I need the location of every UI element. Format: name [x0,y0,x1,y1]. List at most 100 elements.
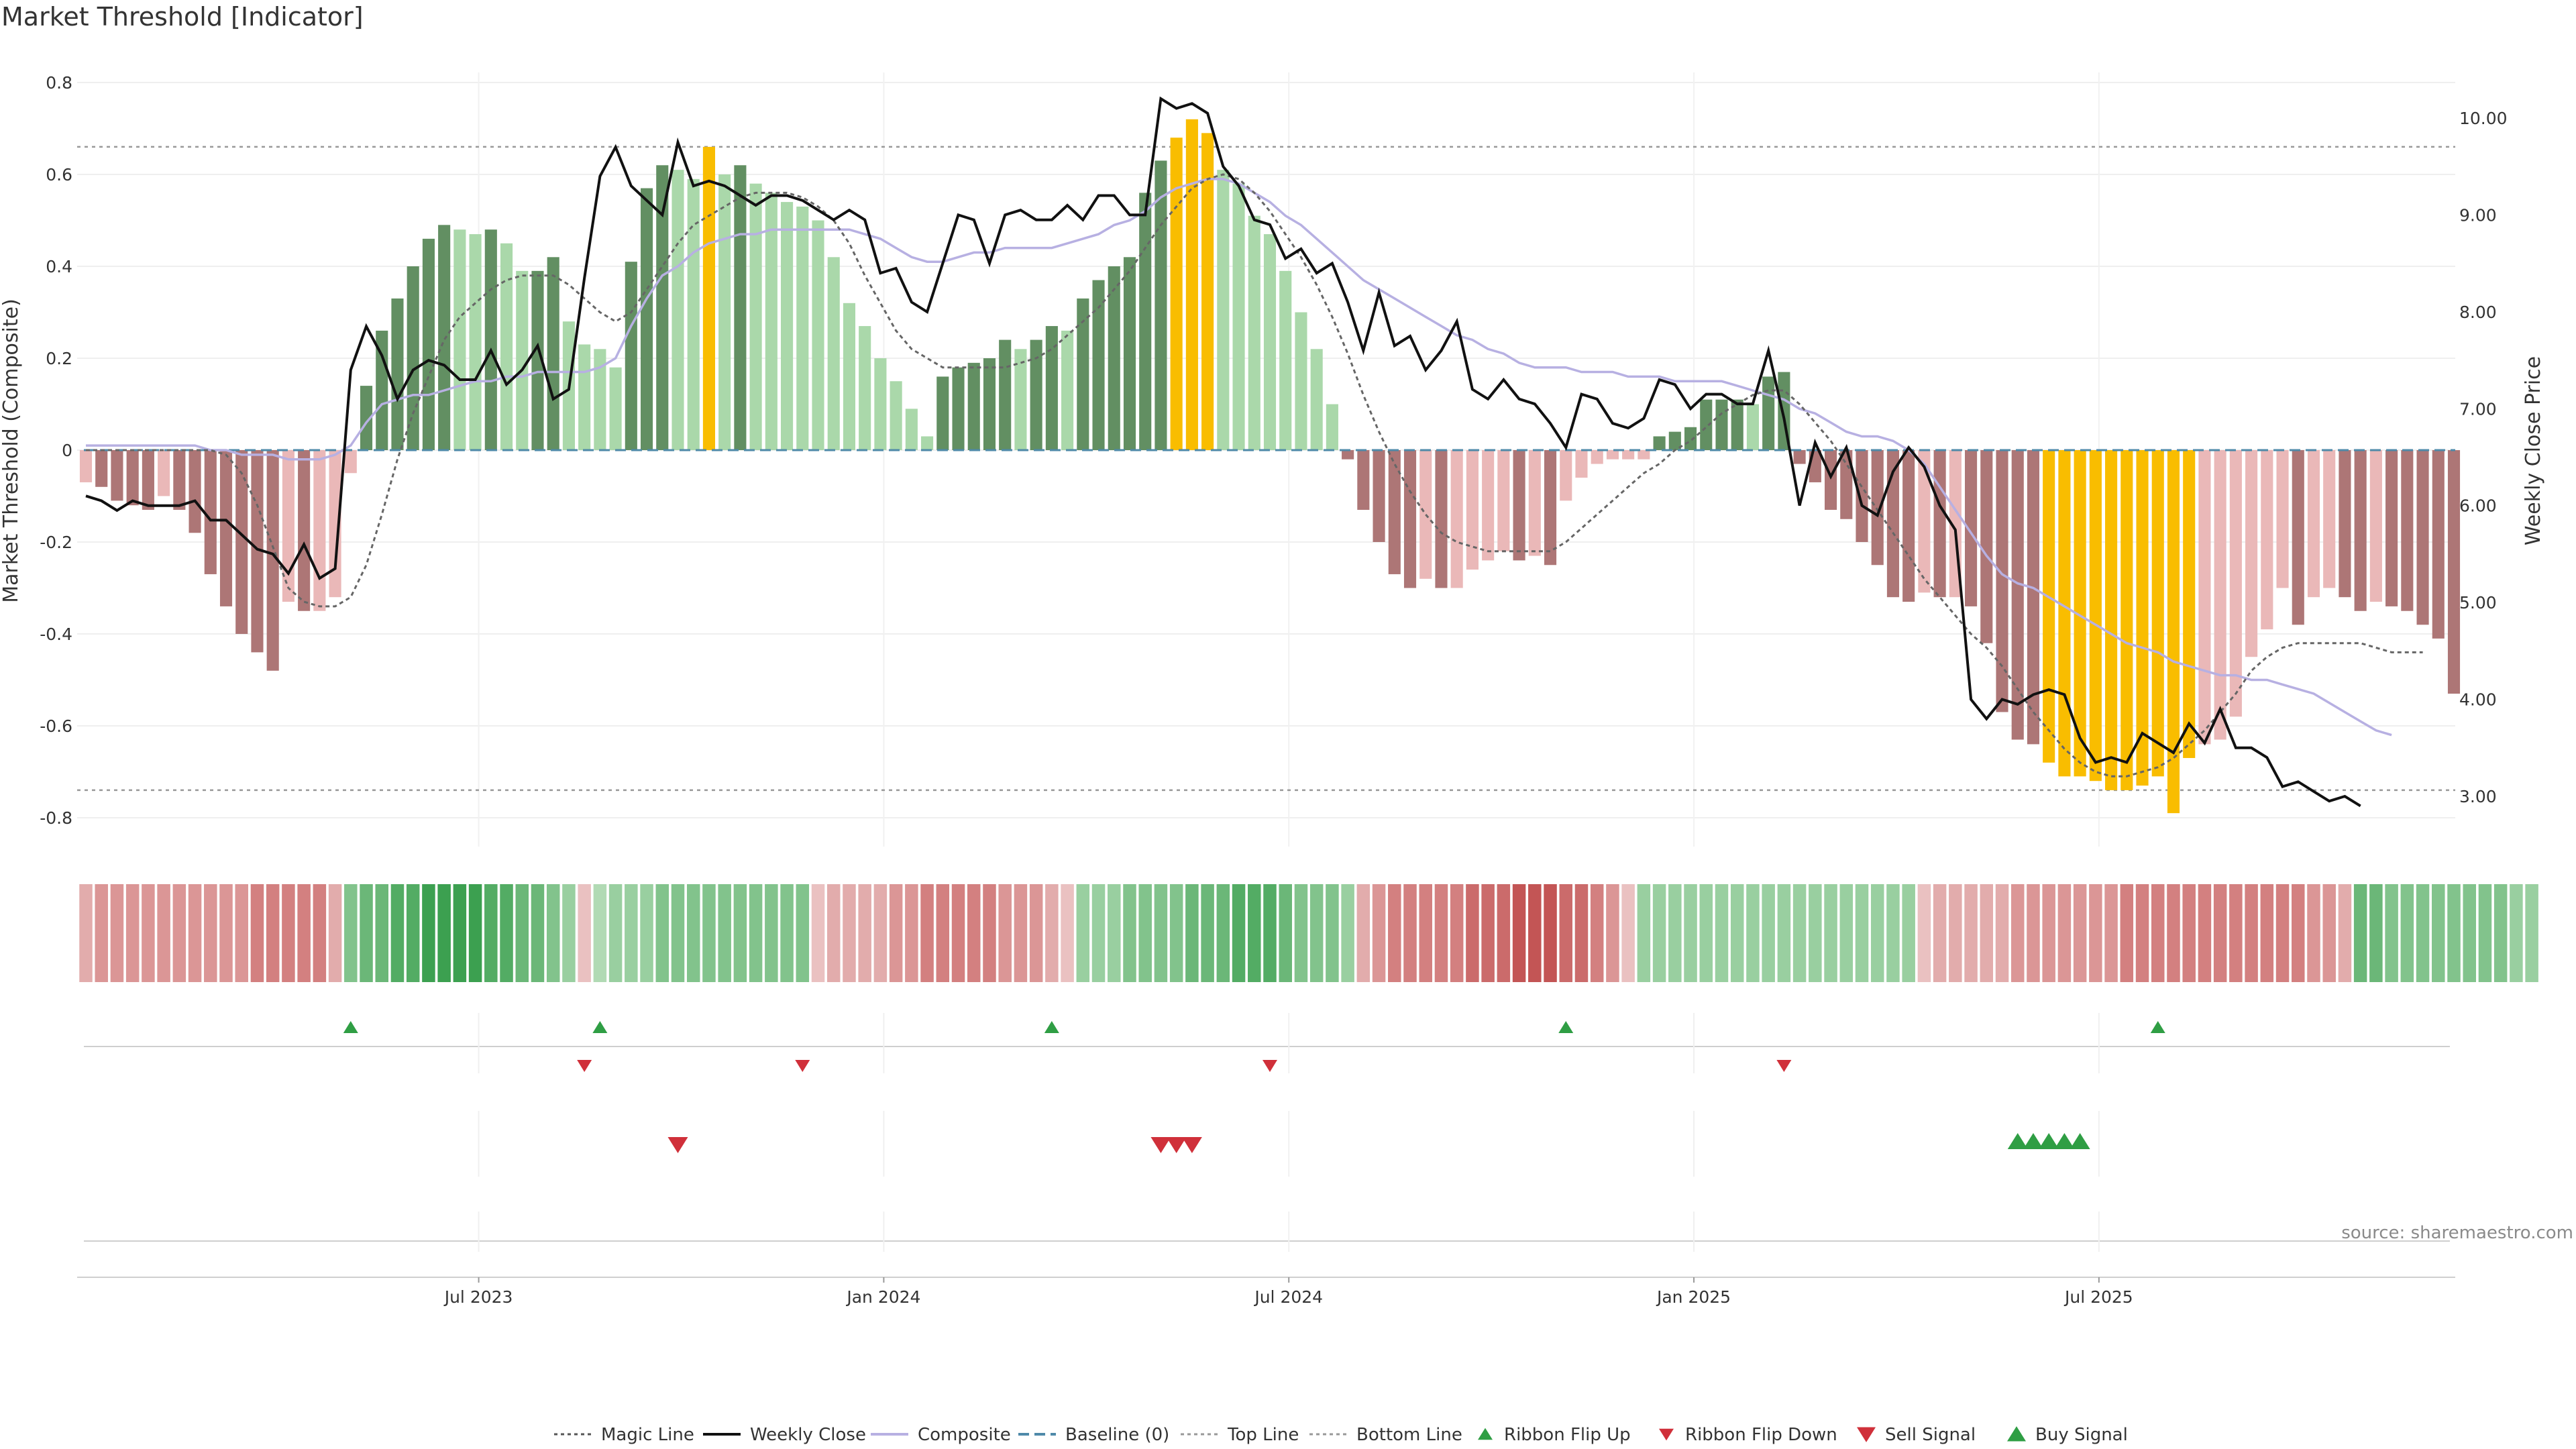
composite-bar [672,170,684,450]
composite-bar [983,358,996,450]
composite-bar [344,450,357,474]
composite-bar [1185,119,1198,451]
composite-bar [1668,431,1681,450]
ribbon-flip-down-marker [1776,1060,1792,1072]
ribbon-cell [2010,884,2025,982]
ribbon-cell [1949,884,1962,982]
ribbon-cell [1014,884,1028,982]
ribbon-cell [2369,884,2383,982]
composite-bar [111,450,123,501]
ribbon-cell [453,884,467,982]
composite-bar [2198,450,2211,745]
y-right-tick-label: 7.00 [2459,399,2497,419]
ribbon-cell [1699,884,1713,982]
ribbon-cell [1497,884,1511,982]
composite-bar [734,165,747,451]
composite-bar [2354,450,2367,611]
ribbon-cell [79,884,93,982]
composite-bar [1902,450,1915,602]
composite-bar [1544,450,1557,566]
composite-bar [219,450,233,606]
composite-bar [2416,450,2429,625]
composite-bar [453,229,466,450]
composite-bar [2074,450,2086,777]
composite-bars [79,119,2461,814]
ribbon-cell [142,884,155,982]
axis-ticks: 0.8 0.6 0.4 0.2 0 -0.2 -0.4 -0.6 -0.8 10.00 9.00 8.… [40,73,2507,828]
ribbon-cell [1108,884,1121,982]
legend-label: Weekly Close [750,1425,866,1445]
composite-bar [126,450,139,506]
ribbon-cell [1886,884,1900,982]
composite-bar [391,298,404,450]
composite-bar [843,303,856,450]
composite-bar [1824,450,1837,511]
ribbon-cell [1045,884,1059,982]
ribbon-cell [2510,884,2523,982]
weekly-close-line [85,96,2361,808]
composite-bar [1591,450,1603,464]
ribbon-flip-up-marker [592,1021,608,1033]
legend-swatch [1659,1428,1674,1441]
composite-bar [1045,326,1058,450]
composite-bar [640,188,653,450]
composite-bar [781,202,794,450]
composite-bar [422,238,435,450]
ribbon-cell [593,884,607,982]
composite-bar [1357,450,1370,511]
ribbon-cell [578,884,591,982]
ribbon-cell [2089,884,2102,982]
buy-signal-marker [2070,1133,2090,1149]
ribbon-cell [1762,884,1775,982]
y-left-tick-label: -0.8 [40,808,72,828]
ribbon-cell [313,884,327,982]
composite-bar [1450,450,1463,588]
ribbon-cell [1870,884,1884,982]
ribbon-cell [2322,884,2336,982]
ribbon-cell [2104,884,2118,982]
ribbon-cell [266,884,280,982]
composite-bar [1403,450,1417,588]
ribbon-cell [733,884,747,982]
y-left-axis-label: Market Threshold (Composite) [0,299,23,603]
ribbon-cell [390,884,405,982]
ribbon-cell [1466,884,1479,982]
ribbon-flip-up-marker [1558,1021,1574,1033]
ribbon-cell [1169,884,1183,982]
ribbon-cell [1933,884,1947,982]
ribbon-cell [95,884,108,982]
ribbon-cell [702,884,716,982]
ribbon-cell [2493,884,2508,982]
buy-signal-marker [2007,1133,2028,1149]
ribbon-cell [686,884,700,982]
composite-bar [1014,349,1027,450]
ribbon-flip-up-marker [2150,1021,2165,1033]
composite-bar [1965,450,1978,606]
ribbon-cell [765,884,778,982]
composite-line [86,178,2392,737]
composite-bar [874,358,887,450]
composite-bar [484,229,497,450]
composite-bar [2261,450,2273,630]
ribbon-cell [2416,884,2430,982]
composite-bar [2167,450,2180,814]
composite-bar [827,257,840,450]
composite-bar [298,450,311,611]
buy-signal-marker [2039,1133,2059,1149]
composite-bar [1139,193,1152,450]
ribbon-cell [1263,884,1277,982]
composite-bar [1731,399,1743,450]
ribbon-cell [2292,884,2305,982]
composite-bar [173,450,186,511]
ribbon-cell [406,884,420,982]
composite-bar [859,326,871,450]
composite-bar [2307,450,2320,598]
composite-bar [2011,450,2024,740]
composite-bar [2151,450,2164,777]
y-left-tick-label: -0.2 [40,533,72,552]
sell-signal-marker [1150,1137,1171,1153]
ribbon-cell [2135,884,2149,982]
ribbon-cell [718,884,731,982]
y-left-tick-label: 0.4 [46,257,72,276]
composite-bar [2043,450,2055,763]
